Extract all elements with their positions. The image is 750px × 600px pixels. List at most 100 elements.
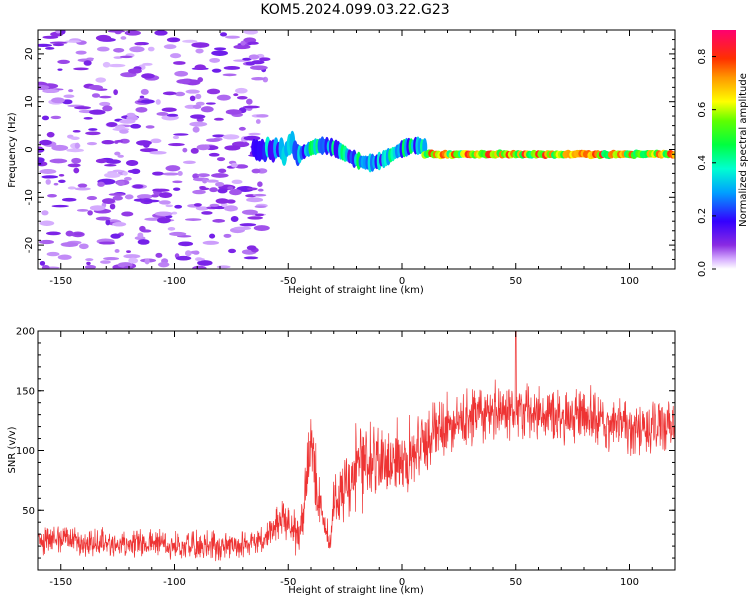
heatmap-noise-cell	[97, 46, 110, 52]
heatmap-noise-cell	[119, 129, 129, 134]
heatmap-noise-cell	[141, 73, 155, 79]
heatmap-noise-cell	[225, 35, 240, 39]
heatmap-noise-cell	[200, 106, 214, 113]
heatmap-noise-cell	[113, 89, 118, 96]
heatmap-noise-cell	[74, 187, 91, 191]
heatmap-noise-cell	[149, 151, 167, 155]
heatmap-noise-cell	[195, 206, 209, 211]
heatmap-noise-cell	[65, 230, 74, 237]
heatmap-noise-cell	[128, 257, 139, 264]
y-tick-label: 150	[16, 386, 35, 397]
heatmap-noise-cell	[166, 113, 179, 117]
heatmap-carrier-cell	[671, 151, 675, 159]
heatmap-noise-cell	[67, 186, 76, 190]
heatmap-noise-cell	[147, 46, 155, 52]
heatmap-noise-cell	[88, 85, 103, 91]
x-tick-label: 50	[509, 276, 522, 287]
heatmap-noise-cell	[184, 218, 202, 221]
x-tick-label: -50	[280, 276, 296, 287]
heatmap-noise-cell	[41, 175, 59, 179]
heatmap-noise-cell	[121, 211, 134, 217]
heatmap-noise-cell	[192, 189, 206, 195]
heatmap-noise-cell	[169, 53, 182, 59]
heatmap-noise-cell	[202, 240, 220, 245]
heatmap-noise-cell	[46, 131, 55, 138]
heatmap-noise-cell	[224, 145, 241, 151]
heatmap-noise-cell	[235, 87, 248, 94]
heatmap-noise-cell	[173, 187, 181, 191]
x-tick-label: -100	[163, 276, 186, 287]
heatmap-noise-cell	[50, 115, 62, 120]
heatmap-noise-cell	[140, 99, 155, 104]
snr-series-line	[38, 331, 675, 562]
heatmap-noise-cell	[167, 227, 176, 231]
heatmap-noise-cell	[91, 93, 101, 98]
heatmap-noise-cell	[73, 67, 89, 71]
heatmap-noise-cell	[206, 88, 221, 95]
heatmap-noise-cell	[231, 179, 243, 185]
heatmap-noise-cell	[219, 32, 228, 37]
heatmap-noise-cell	[119, 138, 130, 144]
heatmap-noise-cell	[229, 189, 242, 196]
heatmap-noise-cell	[45, 46, 55, 50]
heatmap-noise-cell	[157, 262, 170, 268]
heatmap-noise-cell	[246, 187, 258, 191]
heatmap-noise-cell	[243, 256, 259, 260]
heatmap-noise-cell	[129, 46, 145, 53]
heatmap-noise-cell	[248, 132, 261, 136]
heatmap-noise-cell	[209, 187, 218, 193]
heatmap-noise-cell	[216, 157, 226, 162]
heatmap-noise-cell	[116, 180, 125, 186]
heatmap-noise-cell	[174, 70, 189, 77]
heatmap-noise-cell	[131, 168, 141, 175]
heatmap-noise-cell	[197, 173, 210, 178]
heatmap-noise-cell	[155, 99, 161, 105]
heatmap-noise-cell	[41, 210, 49, 216]
heatmap-noise-cell	[68, 89, 74, 93]
heatmap-noise-cell	[223, 233, 232, 238]
heatmap-noise-cell	[142, 62, 153, 66]
heatmap-noise-cell	[196, 258, 205, 261]
snr-x-axis: -150 -100 -50 0 50 100	[37, 331, 676, 588]
spectrogram-y-axis: -20 -10 0 10 20	[24, 29, 675, 270]
heatmap-noise-cell	[102, 198, 116, 204]
heatmap-noise-cell	[39, 168, 57, 175]
heatmap-noise-cell	[51, 97, 65, 104]
heatmap-noise-cell	[134, 42, 145, 46]
heatmap-noise-cell	[178, 241, 194, 247]
heatmap-noise-cell	[75, 50, 87, 55]
heatmap-noise-cell	[243, 30, 259, 35]
heatmap-noise-cell	[47, 193, 57, 198]
snr-y-label: SNR (v/v)	[7, 426, 18, 473]
heatmap-noise-cell	[155, 252, 163, 258]
heatmap-noise-cell	[254, 205, 267, 209]
heatmap-noise-cell	[99, 260, 111, 264]
heatmap-noise-cell	[87, 210, 93, 216]
colorbar-tick-label: 0.8	[697, 49, 708, 65]
heatmap-noise-cell	[213, 47, 227, 51]
heatmap-noise-cell	[139, 148, 159, 153]
heatmap-noise-cell	[196, 144, 210, 151]
heatmap-noise-cell	[209, 233, 216, 239]
heatmap-noise-cell	[162, 172, 180, 176]
heatmap-noise-cell	[205, 179, 219, 183]
heatmap-noise-cell	[172, 180, 183, 184]
heatmap-noise-cell	[176, 79, 191, 84]
heatmap-noise-cell	[193, 203, 202, 207]
heatmap-noise-cell	[154, 211, 173, 217]
heatmap-noise-cell	[247, 216, 264, 220]
heatmap-noise-cell	[205, 102, 216, 105]
heatmap-noise-cell	[175, 255, 192, 261]
heatmap-noise-cell	[132, 184, 144, 189]
heatmap-noise-cell	[124, 194, 134, 200]
heatmap-noise-cell	[216, 94, 231, 101]
heatmap-noise-cell	[78, 243, 89, 250]
heatmap-noise-cell	[217, 188, 228, 194]
heatmap-noise-cell	[119, 55, 133, 59]
heatmap-noise-cell	[137, 239, 150, 245]
heatmap-noise-cell	[243, 105, 260, 109]
heatmap-noise-cell	[49, 41, 68, 44]
heatmap-noise-cell	[102, 61, 111, 68]
snr-panel: -150 -100 -50 0 50 100 50 100 150 200 Height of …	[7, 327, 676, 596]
